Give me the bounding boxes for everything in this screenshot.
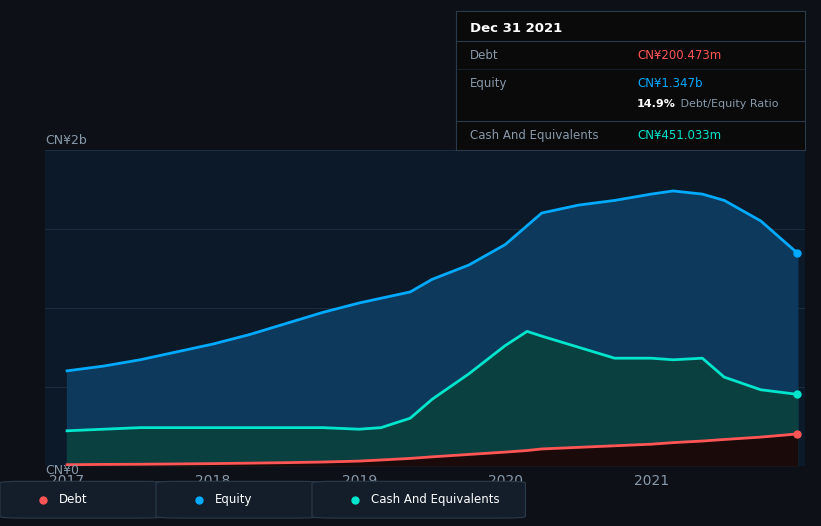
Text: Debt/Equity Ratio: Debt/Equity Ratio [677,99,779,109]
Text: Debt: Debt [59,493,88,506]
Text: Equity: Equity [470,76,507,89]
FancyBboxPatch shape [156,481,320,518]
Text: CN¥451.033m: CN¥451.033m [637,129,721,143]
Text: CN¥0: CN¥0 [45,464,79,477]
Text: 14.9%: 14.9% [637,99,676,109]
Text: CN¥1.347b: CN¥1.347b [637,76,703,89]
Text: Dec 31 2021: Dec 31 2021 [470,22,562,35]
Text: CN¥200.473m: CN¥200.473m [637,48,722,62]
Text: Debt: Debt [470,48,498,62]
Text: Cash And Equivalents: Cash And Equivalents [470,129,599,143]
Text: CN¥2b: CN¥2b [45,134,87,147]
Text: Equity: Equity [215,493,253,506]
FancyBboxPatch shape [0,481,164,518]
Text: Cash And Equivalents: Cash And Equivalents [371,493,500,506]
FancyBboxPatch shape [312,481,525,518]
